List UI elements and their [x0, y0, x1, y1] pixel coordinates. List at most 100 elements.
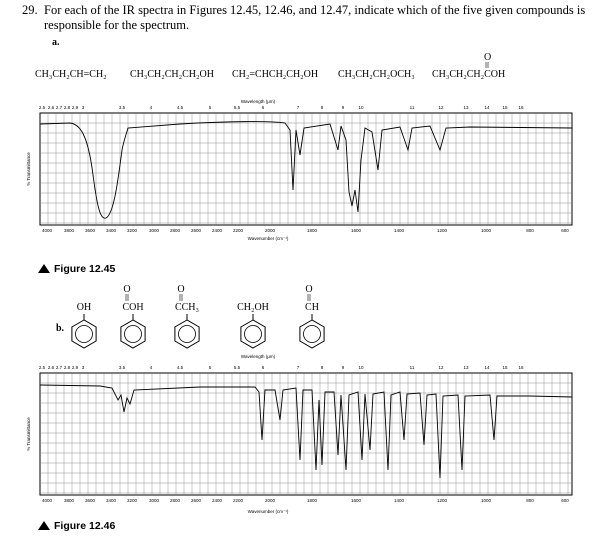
- wavenumber-tick: 3800: [64, 228, 75, 233]
- wavelength-tick: 2.5: [39, 365, 46, 370]
- wavenumber-tick: 2000: [265, 498, 276, 503]
- wavelength-tick: 8: [321, 105, 324, 110]
- wavelength-tick: 2.9: [72, 365, 79, 370]
- wavenumber-tick: 1600: [351, 228, 362, 233]
- wavelength-tick: 3.5: [119, 105, 126, 110]
- wavelength-tick: 12: [438, 365, 444, 370]
- compound-formula: CH₃CH₂CH₂CH₂OH: [130, 69, 214, 80]
- wavelength-tick: 16: [518, 105, 524, 110]
- wavenumber-tick: 3600: [85, 228, 96, 233]
- benzene-ring: [240, 319, 266, 349]
- wavenumber-tick: 3200: [127, 228, 138, 233]
- wavelength-tick: 3: [82, 105, 85, 110]
- wavenumber-tick: 2400: [212, 228, 223, 233]
- wavelength-tick: 5.5: [234, 365, 241, 370]
- wavenumber-tick: 600: [561, 228, 569, 233]
- wavelength-tick: 2.8: [64, 105, 71, 110]
- substituent: COH: [122, 302, 143, 313]
- wavelength-tick: 10: [358, 105, 364, 110]
- wavenumber-tick: 2800: [170, 498, 181, 503]
- question-number: 29.: [22, 3, 38, 17]
- wavenumber-tick: 2200: [233, 228, 244, 233]
- aromatic-circle: [178, 325, 196, 343]
- spectrum-frame: [39, 372, 573, 496]
- wavenumber-tick: 3000: [149, 228, 160, 233]
- carbonyl-oxygen: O: [484, 52, 491, 63]
- wavenumber-tick: 1400: [394, 498, 405, 503]
- wavenumber-tick: 1200: [437, 228, 448, 233]
- aromatic-circle: [124, 325, 142, 343]
- wavelength-tick: 8: [321, 365, 324, 370]
- wavenumber-tick: 1000: [481, 228, 492, 233]
- wavenumber-tick: 800: [526, 228, 534, 233]
- wavenumber-tick: 4000: [42, 498, 53, 503]
- wavelength-tick: 3: [82, 365, 85, 370]
- wavenumber-tick: 3600: [85, 498, 96, 503]
- wavelength-label: Wavelength (μm): [241, 99, 276, 104]
- wavenumber-tick: 2400: [212, 498, 223, 503]
- wavelength-tick: 2.6: [48, 105, 55, 110]
- wavenumber-tick: 4000: [42, 228, 53, 233]
- wavelength-tick: 4.5: [177, 105, 184, 110]
- question-text: For each of the IR spectra in Figures 12…: [44, 3, 585, 17]
- wavenumber-tick: 1600: [351, 498, 362, 503]
- wavenumber-tick: 1200: [437, 498, 448, 503]
- wavelength-tick: 2.8: [64, 365, 71, 370]
- carbonyl-oxygen: O: [123, 284, 130, 295]
- benzene-ring: [120, 319, 146, 349]
- wavelength-tick: 15: [502, 105, 508, 110]
- spectrum-curve: [39, 121, 573, 219]
- wavelength-tick: 3.5: [119, 365, 126, 370]
- substituent: CCH₃: [175, 302, 199, 313]
- wavenumber-tick: 1400: [394, 228, 405, 233]
- part-label: b.: [56, 323, 65, 334]
- substituent: CH: [305, 302, 319, 313]
- compound-formula: CH₃CH₂CH₂OCH₃: [338, 69, 415, 80]
- wavelength-tick: 13: [463, 105, 469, 110]
- wavelength-tick: 2.7: [56, 365, 63, 370]
- wavenumber-label: Wavenumber (cm⁻¹): [248, 236, 289, 241]
- benzene-ring: [174, 319, 200, 349]
- wavenumber-tick: 1800: [307, 498, 318, 503]
- wavelength-tick: 7: [297, 105, 300, 110]
- wavenumber-tick: 800: [526, 498, 534, 503]
- wavenumber-tick: 2800: [170, 228, 181, 233]
- wavelength-tick: 11: [410, 365, 415, 370]
- y-axis-label: % Transmittance: [26, 152, 31, 186]
- wavenumber-tick: 3800: [64, 498, 75, 503]
- wavelength-tick: 2.7: [56, 105, 63, 110]
- substituent: CH₂OH: [237, 302, 269, 313]
- wavelength-tick: 13: [463, 365, 469, 370]
- wavelength-label: Wavelength (μm): [241, 354, 276, 359]
- wavenumber-tick: 2200: [233, 498, 244, 503]
- wavenumber-tick: 3400: [106, 228, 117, 233]
- aromatic-circle: [303, 325, 321, 343]
- wavelength-tick: 4: [150, 365, 153, 370]
- wavelength-tick: 6: [262, 365, 265, 370]
- wavenumber-tick: 1000: [481, 498, 492, 503]
- aromatic-circle: [75, 325, 93, 343]
- wavenumber-tick: 2000: [265, 228, 276, 233]
- caption-marker: [38, 264, 50, 273]
- wavelength-tick: 9: [342, 365, 345, 370]
- benzene-ring: [299, 319, 325, 349]
- wavelength-tick: 10: [358, 365, 364, 370]
- substituent: OH: [77, 302, 91, 313]
- wavelength-tick: 12: [438, 105, 444, 110]
- wavelength-tick: 6: [262, 105, 265, 110]
- wavelength-tick: 2.9: [72, 105, 79, 110]
- aromatic-circle: [244, 325, 262, 343]
- wavelength-tick: 5: [209, 365, 212, 370]
- compound-formula: CH₂=CHCH₂CH₂OH: [232, 69, 318, 80]
- wavelength-tick: 14: [484, 105, 490, 110]
- wavenumber-tick: 3200: [127, 498, 138, 503]
- wavelength-tick: 14: [484, 365, 490, 370]
- y-axis-label: % Transmittance: [26, 417, 31, 451]
- spectrum-frame: [39, 112, 573, 226]
- wavelength-tick: 4: [150, 105, 153, 110]
- carbonyl-oxygen: O: [177, 284, 184, 295]
- wavenumber-tick: 2600: [191, 228, 202, 233]
- wavenumber-tick: 1800: [307, 228, 318, 233]
- wavenumber-tick: 600: [561, 498, 569, 503]
- caption-marker: [38, 521, 50, 530]
